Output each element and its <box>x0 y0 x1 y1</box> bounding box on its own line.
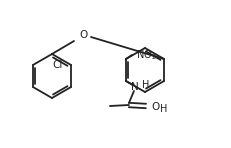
Text: H: H <box>141 80 149 90</box>
Text: N: N <box>131 82 138 92</box>
Text: O: O <box>79 30 88 40</box>
Text: Cl: Cl <box>52 60 63 70</box>
Text: H: H <box>159 104 167 114</box>
Text: NO$_2$: NO$_2$ <box>135 48 156 62</box>
Text: O: O <box>150 102 158 112</box>
